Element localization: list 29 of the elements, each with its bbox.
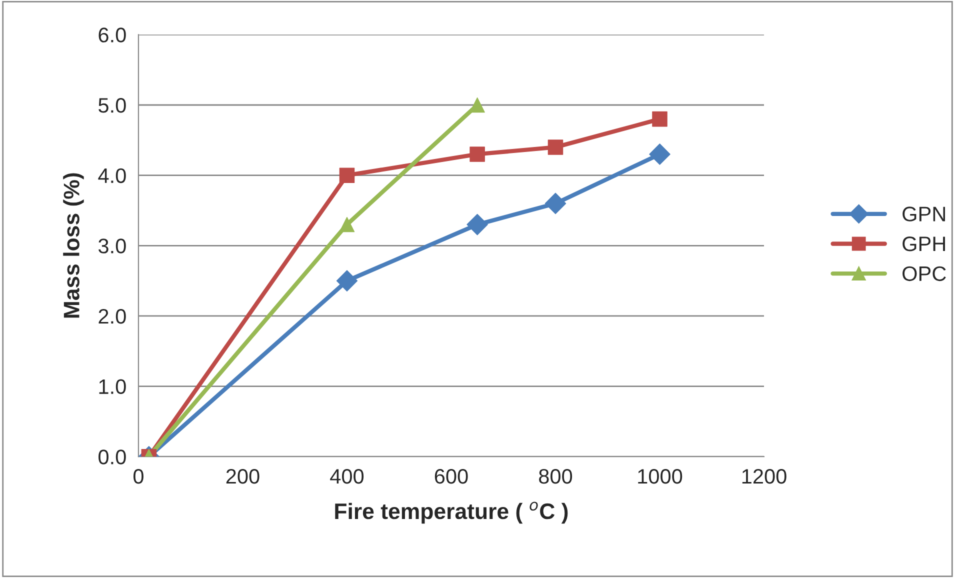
point	[339, 216, 355, 232]
x-tick-label: 200	[226, 468, 260, 484]
y-tick-label: 5.0	[98, 98, 126, 113]
y-tick-label: 2.0	[98, 308, 126, 324]
legend-label: GPN	[902, 206, 945, 222]
point	[548, 140, 564, 155]
y-tick-label: 1.0	[99, 379, 126, 394]
y-axis-title: Mass loss (%)	[63, 173, 84, 318]
legend-label: OPC	[902, 266, 946, 282]
point	[339, 168, 355, 183]
y-tick-label: 0.0	[98, 450, 126, 464]
point	[649, 144, 670, 165]
y-tick-label: 4.0	[98, 168, 126, 184]
x-tick-label: 800	[539, 468, 572, 484]
legend-label: GPH	[902, 236, 945, 252]
point	[466, 214, 488, 236]
point	[652, 111, 668, 127]
x-axis-title: Fire temperature ( $^{o}$C )	[335, 502, 568, 524]
y-tick-label: 6.0	[98, 28, 126, 42]
point	[336, 270, 358, 292]
point	[544, 192, 566, 214]
x-tick-label: 1000	[638, 468, 682, 484]
x-tick-label: 1200	[742, 468, 786, 484]
x-tick-label: 0	[133, 468, 144, 484]
point	[470, 97, 485, 113]
point	[470, 146, 485, 162]
y-tick-label: 3.0	[98, 238, 126, 254]
x-tick-label: 400	[330, 468, 364, 484]
x-tick-label: 600	[434, 468, 468, 484]
